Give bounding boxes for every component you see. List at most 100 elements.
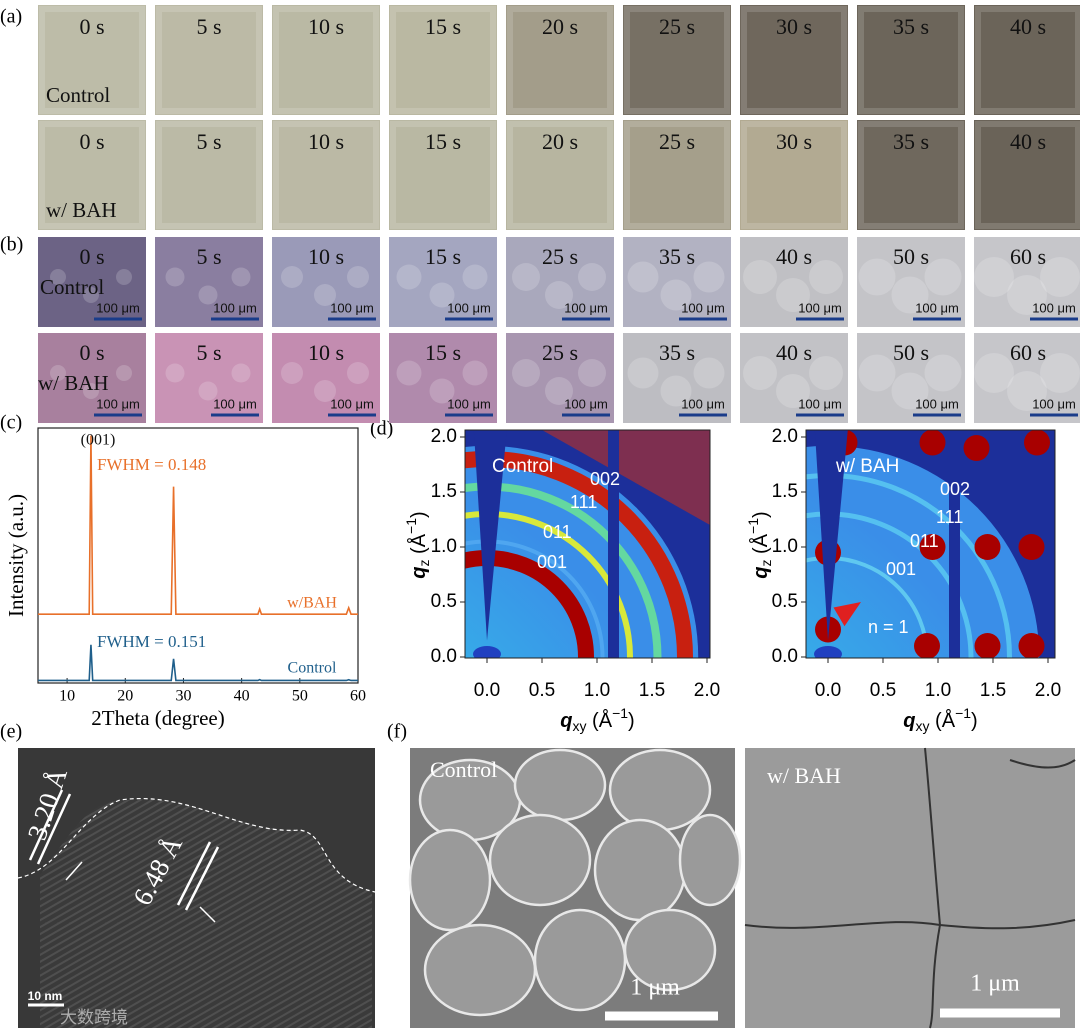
grain-texture — [231, 267, 251, 287]
grain-texture — [891, 276, 929, 314]
symbol: q — [408, 566, 430, 578]
x-tick-label: 1.5 — [980, 680, 1006, 701]
grain-texture — [512, 263, 540, 291]
grain-texture — [776, 278, 810, 312]
time-label: 25 s — [542, 340, 578, 365]
tile-shade — [624, 121, 730, 229]
grain-texture — [165, 267, 185, 287]
x-tick-label: 40 — [234, 688, 250, 705]
photo-tile — [623, 120, 731, 230]
micrograph-tile — [155, 333, 263, 423]
subscript: z — [416, 559, 432, 566]
micrograph-tile — [506, 333, 614, 423]
time-label: 0 s — [79, 340, 104, 365]
unit-close: ) — [750, 511, 772, 518]
micrograph-tile — [389, 333, 497, 423]
panel-label: (a) — [0, 6, 22, 28]
time-label: 40 s — [1010, 14, 1046, 39]
scale-bar-label: 1 μm — [630, 975, 680, 1001]
time-label: 15 s — [425, 129, 461, 154]
time-label: 10 s — [308, 340, 344, 365]
missing-wedge — [473, 430, 507, 641]
grain-texture — [627, 357, 659, 389]
peak-label: 002 — [590, 469, 620, 489]
grain-texture — [198, 381, 218, 401]
plot-frame — [805, 429, 1056, 659]
diffraction-spot — [974, 633, 1001, 658]
symbol: q — [903, 710, 915, 732]
grain-texture — [83, 287, 99, 303]
series-label: w/BAH — [287, 595, 337, 612]
grain-texture — [693, 261, 725, 293]
grain-texture — [281, 266, 303, 288]
micrograph-tile — [974, 237, 1080, 327]
grain-texture — [693, 357, 725, 389]
y-tick-label: 0.5 — [772, 591, 798, 612]
grain-texture — [660, 375, 692, 407]
time-label: 5 s — [196, 14, 221, 39]
scale-bar-label: 100 μm — [681, 300, 725, 315]
beamstop — [473, 646, 501, 658]
scale-bar-label: 1 μm — [970, 971, 1020, 997]
photo-tile — [857, 120, 965, 230]
missing-wedge — [814, 430, 848, 641]
scale-bar-label: 100 μm — [213, 300, 257, 315]
grain — [423, 923, 537, 1017]
grain-texture — [50, 365, 66, 381]
grain-texture — [281, 362, 303, 384]
grain-boundary — [744, 747, 1076, 1029]
time-label: 35 s — [893, 14, 929, 39]
y-tick-label: 1.5 — [772, 481, 798, 502]
unit-close: ) — [971, 710, 978, 732]
x-tick-label: 20 — [117, 688, 133, 705]
time-label: 5 s — [196, 244, 221, 269]
grain — [408, 828, 492, 932]
grain — [513, 748, 607, 822]
y-tick-label: 2.0 — [431, 426, 457, 447]
micrograph-tile — [272, 333, 380, 423]
y-axis-label: qz (Å−1) — [745, 511, 774, 578]
time-label: 30 s — [776, 129, 812, 154]
scale-bar-label: 100 μm — [330, 300, 374, 315]
time-label: 15 s — [425, 244, 461, 269]
peak-label: 002 — [940, 479, 970, 499]
micrograph-tile — [740, 237, 848, 327]
image-label: Control — [430, 757, 497, 782]
annotation: FWHM = 0.148 — [97, 455, 206, 474]
micrograph-tile — [389, 237, 497, 327]
grain-texture — [1007, 275, 1047, 315]
x-tick-label: 1.0 — [584, 680, 610, 701]
unit: (Å — [407, 533, 430, 559]
time-label: 60 s — [1010, 340, 1046, 365]
sem-image — [745, 748, 1075, 1028]
grain-texture — [578, 359, 606, 387]
subscript: xy — [573, 718, 587, 734]
scale-bar-label: 100 μm — [447, 300, 491, 315]
tile-shade — [390, 121, 496, 229]
tile-shade — [975, 121, 1080, 229]
grain-texture — [83, 383, 99, 399]
time-label: 0 s — [79, 244, 104, 269]
peak-label: 011 — [910, 531, 939, 551]
time-label: 35 s — [659, 340, 695, 365]
grain-texture — [198, 285, 218, 305]
unit: (Å — [749, 533, 772, 559]
time-label: 10 s — [308, 244, 344, 269]
peak-label: 001 — [537, 552, 567, 572]
boundary-line — [17, 798, 376, 893]
x-tick-label: 0.0 — [815, 680, 841, 701]
grain — [608, 748, 712, 832]
y-axis-label: Intensity (a.u.) — [4, 494, 28, 617]
micrograph-tile — [272, 237, 380, 327]
y-tick-label: 0.5 — [431, 591, 457, 612]
grain-texture — [314, 380, 336, 402]
tile-shade — [858, 6, 964, 114]
row-label: Control — [46, 83, 110, 107]
watermark: 大数跨境 — [60, 1008, 128, 1028]
grain-texture — [743, 260, 777, 294]
y-tick-label: 2.0 — [772, 426, 798, 447]
photo-tile — [740, 5, 848, 115]
row-label: w/ BAH — [46, 198, 117, 222]
grain-texture — [858, 258, 896, 296]
